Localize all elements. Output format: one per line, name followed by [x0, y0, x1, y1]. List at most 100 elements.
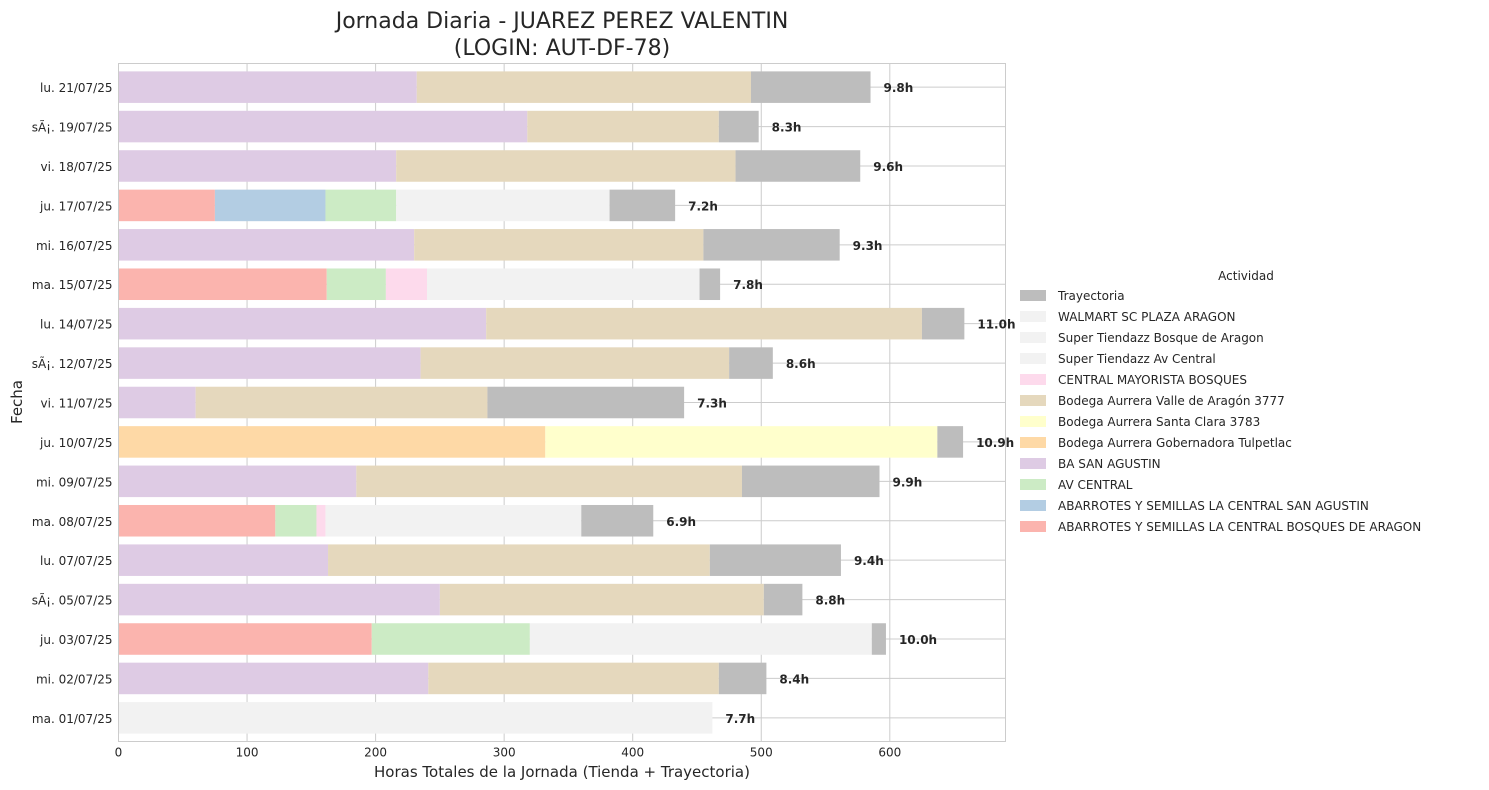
- y-tick-labels: lu. 21/07/25 sÃ¡. 19/07/25 vi. 18/07/25 ju.…: [32, 81, 113, 726]
- total-label: 8.4h: [779, 672, 809, 686]
- total-label: 9.9h: [893, 475, 923, 489]
- x-tick-label: 400: [621, 746, 644, 760]
- legend-label: Trayectoria: [1057, 289, 1125, 303]
- legend-label: ABARROTES Y SEMILLAS LA CENTRAL SAN AGUS…: [1058, 499, 1369, 513]
- bar-segment: [118, 307, 487, 340]
- bar-segment: [718, 662, 767, 695]
- y-tick-label: lu. 07/07/25: [40, 554, 112, 568]
- total-labels: 9.8h 8.3h 9.6h 7.2h 9.3h 7.8h 11.0h 8.6h 7.3h 10.…: [666, 81, 1015, 726]
- legend: Actividad Trayectoria WALMART SC PLAZA AR…: [1020, 269, 1421, 534]
- bar-segment: [416, 71, 751, 103]
- x-tick-label: 200: [364, 746, 387, 760]
- bar-segment: [214, 189, 326, 222]
- bar-segment: [709, 544, 841, 576]
- total-label: 8.8h: [815, 594, 845, 608]
- total-label: 10.9h: [976, 436, 1014, 450]
- total-label: 7.2h: [688, 199, 718, 213]
- legend-swatch: [1020, 290, 1046, 301]
- x-tick-label: 500: [750, 746, 773, 760]
- bar-segment: [750, 71, 871, 103]
- bar-segment: [414, 229, 704, 261]
- bar-segment: [921, 307, 965, 340]
- legend-swatch: [1020, 458, 1046, 469]
- y-tick-label: lu. 21/07/25: [40, 81, 112, 95]
- bar-segment: [487, 386, 685, 419]
- bar-segment: [118, 583, 440, 616]
- legend-swatch: [1020, 332, 1046, 343]
- bar-segment: [118, 347, 421, 379]
- x-axis-label: Horas Totales de la Jornada (Tienda + Tr…: [374, 763, 750, 781]
- total-label: 7.3h: [697, 397, 727, 411]
- y-tick-label: mi. 09/07/25: [36, 475, 113, 489]
- bar-segment: [371, 623, 530, 655]
- legend-swatch: [1020, 479, 1046, 490]
- bar-segment: [356, 465, 742, 498]
- legend-label: Super Tiendazz Bosque de Aragon: [1058, 331, 1264, 345]
- x-tick-label: 0: [115, 746, 123, 760]
- bar-segment: [118, 268, 327, 301]
- bar-segment: [937, 426, 964, 458]
- bar-segment: [718, 110, 759, 143]
- bar-segment: [118, 189, 215, 222]
- y-tick-label: ju. 10/07/25: [39, 436, 112, 450]
- legend-label: Bodega Aurrera Valle de Aragón 3777: [1058, 394, 1285, 408]
- bar-segment: [396, 189, 610, 222]
- bar-segment: [486, 307, 922, 340]
- bar-segment: [385, 268, 428, 301]
- x-tick-label: 300: [493, 746, 516, 760]
- bar-segment: [529, 623, 872, 655]
- bar-segment: [428, 662, 719, 695]
- bar-segment: [325, 189, 397, 222]
- x-tick-label: 600: [878, 746, 901, 760]
- y-tick-label: ju. 03/07/25: [39, 633, 112, 647]
- total-label: 9.6h: [873, 160, 903, 174]
- bar-segment: [609, 189, 676, 222]
- bar-segment: [396, 150, 736, 182]
- legend-label: BA SAN AGUSTIN: [1058, 457, 1161, 471]
- legend-label: ABARROTES Y SEMILLAS LA CENTRAL BOSQUES …: [1058, 520, 1421, 534]
- bar-segment: [326, 268, 386, 301]
- y-tick-label: mi. 16/07/25: [36, 239, 113, 253]
- bars: [118, 71, 965, 734]
- legend-swatch: [1020, 416, 1046, 427]
- bar-segment: [118, 150, 397, 182]
- bar-segment: [729, 347, 773, 379]
- legend-label: AV CENTRAL: [1058, 478, 1133, 492]
- bar-segment: [763, 583, 803, 616]
- bar-segment: [118, 504, 276, 537]
- x-tick-labels: 0 100 200 300 400 500 600: [115, 746, 902, 760]
- bar-segment: [527, 110, 719, 143]
- total-label: 7.8h: [733, 278, 763, 292]
- bar-segment: [703, 229, 840, 261]
- legend-label: Super Tiendazz Av Central: [1058, 352, 1216, 366]
- total-label: 6.9h: [666, 515, 696, 529]
- total-label: 7.7h: [725, 712, 755, 726]
- x-tick-label: 100: [236, 746, 259, 760]
- bar-segment: [325, 504, 582, 537]
- bar-segment: [699, 268, 721, 301]
- bar-segment: [741, 465, 880, 498]
- bar-segment: [871, 623, 886, 655]
- y-tick-label: sÃ¡. 05/07/25: [32, 593, 113, 608]
- y-tick-label: mi. 02/07/25: [36, 672, 113, 686]
- bar-segment: [118, 544, 329, 576]
- bar-segment: [118, 662, 429, 695]
- plot-frame: [118, 63, 1006, 742]
- bar-segment: [118, 386, 196, 419]
- legend-label: Bodega Aurrera Gobernadora Tulpetlac: [1058, 436, 1292, 450]
- bar-segment: [439, 583, 764, 616]
- bar-segment: [118, 702, 713, 734]
- bar-segment: [118, 229, 415, 261]
- y-tick-label: ma. 15/07/25: [32, 278, 113, 292]
- total-label: 9.4h: [854, 554, 884, 568]
- y-tick-label: vi. 11/07/25: [41, 397, 113, 411]
- bar-segment: [735, 150, 861, 182]
- bar-segment: [118, 426, 546, 458]
- bar-segment: [118, 71, 417, 103]
- legend-title: Actividad: [1218, 269, 1274, 283]
- legend-swatch: [1020, 311, 1046, 322]
- legend-swatch: [1020, 374, 1046, 385]
- legend-swatch: [1020, 395, 1046, 406]
- bar-segment: [195, 386, 488, 419]
- bar-segment: [118, 623, 372, 655]
